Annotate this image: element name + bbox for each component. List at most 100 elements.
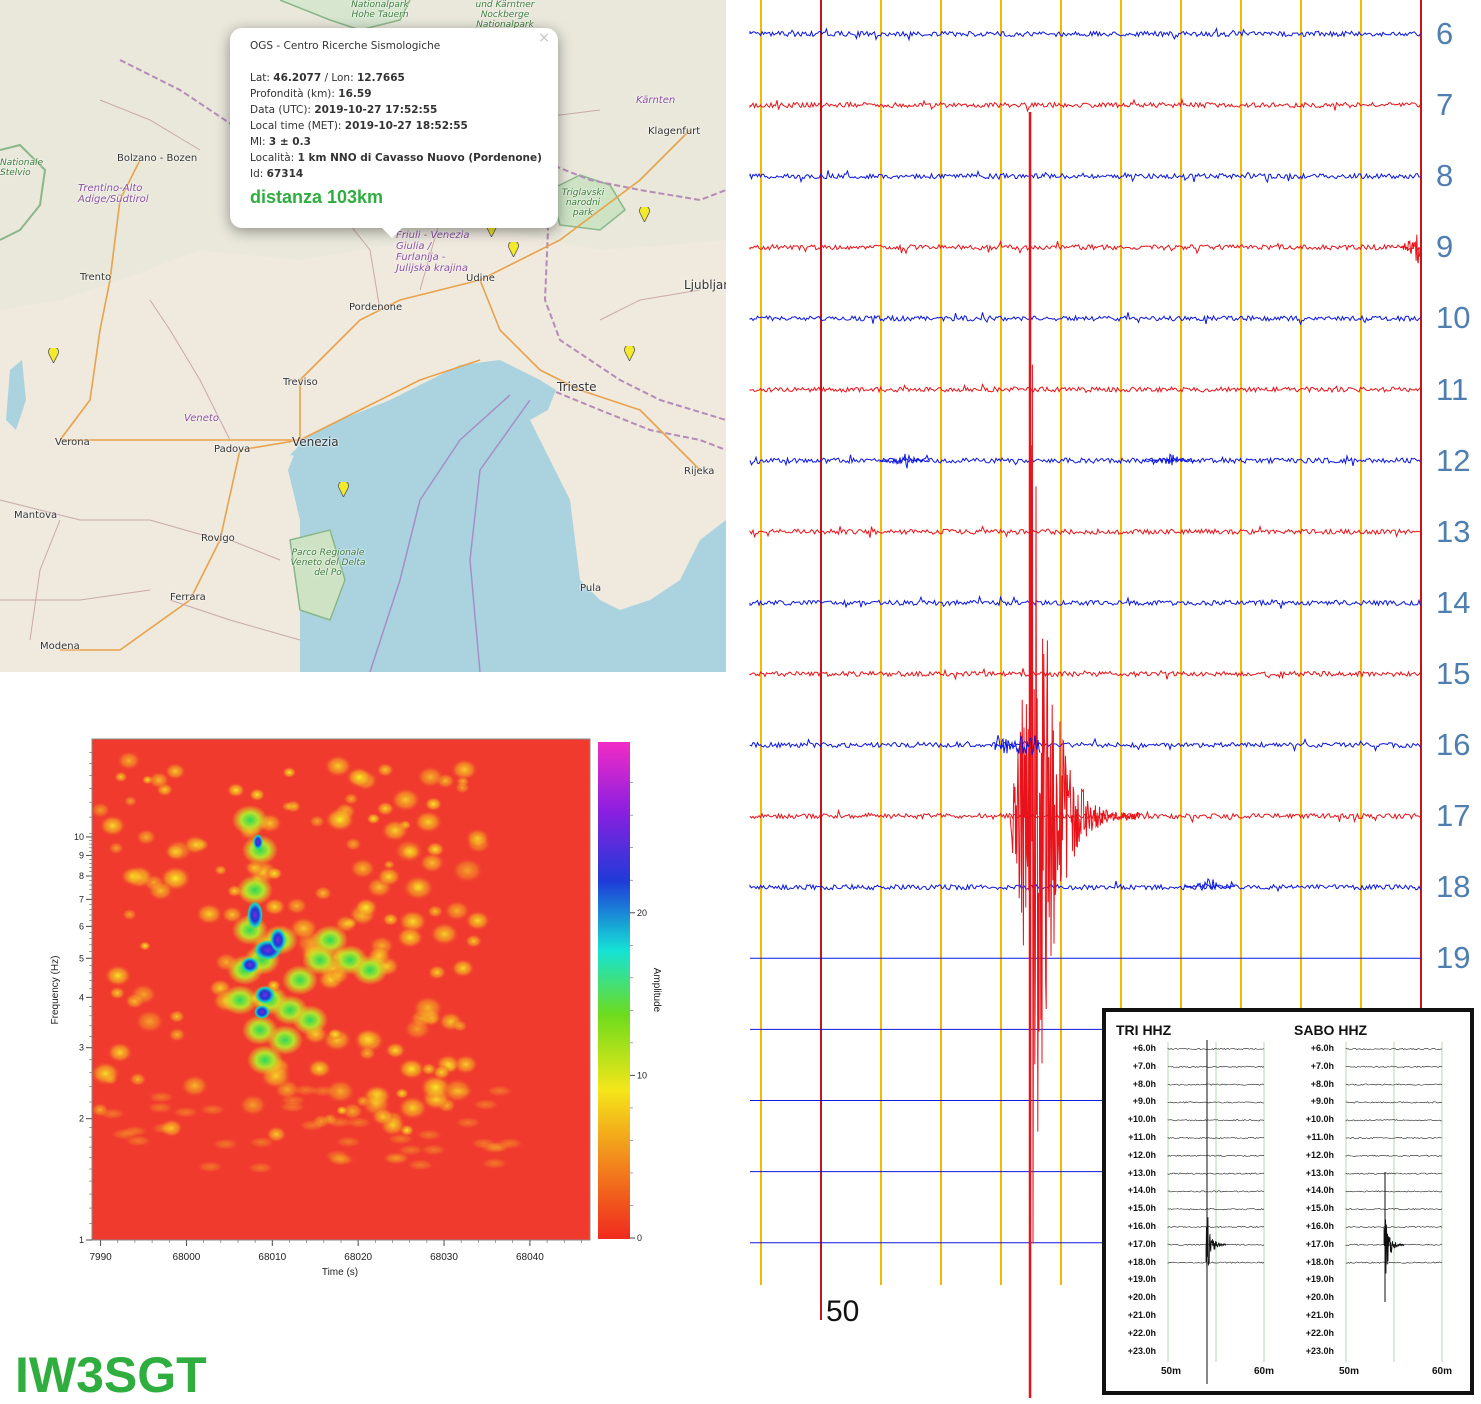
seismogram-trace xyxy=(749,808,1421,824)
map-city-label: Rovigo xyxy=(201,533,235,544)
spectrogram-energy-spot xyxy=(413,810,443,834)
seismogram-trace xyxy=(749,880,1421,893)
trace-hour-label: 10 xyxy=(1436,300,1471,336)
inset-trace xyxy=(1345,1243,1443,1246)
spectrogram-energy-spot xyxy=(386,1132,415,1145)
spectrogram-energy-spot xyxy=(380,819,410,842)
sea-border xyxy=(369,394,511,672)
spectrogram-peak-spot xyxy=(241,957,259,973)
spectrogram-energy-spot xyxy=(464,910,491,931)
spectrogram-energy-spot xyxy=(263,897,287,916)
inset-hour-label: +18.0h xyxy=(1305,1256,1334,1267)
spectrogram-energy-spot xyxy=(420,1062,437,1076)
inset-hour-label: +20.0h xyxy=(1127,1292,1156,1303)
colorbar-tick-label: 10 xyxy=(637,1070,647,1080)
spectrogram-energy-spot xyxy=(451,958,475,978)
spectrogram-peak-spot xyxy=(247,901,263,929)
border-croatia xyxy=(555,391,726,451)
map-panel[interactable]: Bolzano - Bozen Trento Verona Mantova Pa… xyxy=(0,0,726,672)
spectrogram-energy-spot xyxy=(450,758,478,781)
ml-label: Ml: xyxy=(250,136,266,148)
inset-trace xyxy=(1167,1261,1265,1264)
inset-earthquake-trace xyxy=(1383,1219,1405,1274)
spectrogram-energy-spot xyxy=(451,857,484,884)
earthquake-marker-icon[interactable] xyxy=(338,482,349,497)
inset-trace xyxy=(1345,1136,1443,1140)
inset-trace xyxy=(1167,1225,1265,1228)
inset-hour-label: +9.0h xyxy=(1310,1096,1334,1107)
inset-trace xyxy=(1345,1083,1443,1086)
y-tick-label: 10 xyxy=(74,832,84,842)
lake-garda xyxy=(6,360,26,430)
seismogram-trace xyxy=(749,524,1421,539)
inset-trace xyxy=(1345,1261,1443,1264)
seismogram-trace xyxy=(749,454,1421,467)
spectrogram-energy-spot xyxy=(396,1144,425,1157)
inset-hour-label: +13.0h xyxy=(1305,1167,1334,1178)
y-tick-label: 7 xyxy=(79,894,84,904)
inset-hour-label: +23.0h xyxy=(1127,1345,1156,1356)
spectrogram-peak-spot xyxy=(253,834,263,850)
colorbar-label: Amplitude xyxy=(651,968,662,1013)
id-value: 67314 xyxy=(266,168,304,180)
spectrogram-energy-spot xyxy=(344,1116,373,1129)
spectrogram-energy-spot xyxy=(195,903,223,925)
spectrogram-energy-spot xyxy=(343,792,359,805)
spectrogram-energy-spot xyxy=(168,1009,186,1024)
spectrogram-energy-spot xyxy=(106,1041,133,1063)
y-tick-label: 3 xyxy=(79,1043,84,1053)
spectrogram-energy-spot xyxy=(344,837,362,852)
tri-axis-label: 60m xyxy=(1254,1366,1275,1377)
seismogram-traces xyxy=(749,27,1421,1244)
spectrogram-energy-spot xyxy=(265,866,284,881)
local-label: Local time (MET): xyxy=(250,120,342,132)
earthquake-marker-icon[interactable] xyxy=(639,207,650,222)
popup-close-icon[interactable]: × xyxy=(538,30,550,46)
spectrogram-energy-spot xyxy=(326,1152,355,1165)
earthquake-marker-icon[interactable] xyxy=(508,242,519,257)
map-region-label: Veneto xyxy=(184,413,219,424)
map-city-label: Venezia xyxy=(292,435,339,449)
popup-depth: Profondità (km): 16.59 xyxy=(250,88,372,100)
depth-label: Profondità (km): xyxy=(250,88,335,100)
spectrogram-energy-spot xyxy=(198,1103,227,1116)
map-region-label: Kärnten xyxy=(636,95,676,106)
inset-hour-label: +9.0h xyxy=(1132,1096,1156,1107)
inset-hour-label: +20.0h xyxy=(1305,1292,1334,1303)
seismogram-trace xyxy=(749,240,1421,255)
popup-distance: distanza 103km xyxy=(250,187,384,207)
spectrogram-energy-spot xyxy=(383,859,396,870)
map-park-label: Nationalpark Hohe Tauern xyxy=(351,0,409,20)
spectrogram-energy-spot xyxy=(334,1135,363,1148)
inset-trace xyxy=(1167,1083,1265,1086)
popup-location: Località: 1 km NNO di Cavasso Nuovo (Por… xyxy=(250,152,542,164)
spectrogram-energy-spot xyxy=(376,762,395,778)
earthquake-marker-icon[interactable] xyxy=(624,346,635,361)
spectrogram-energy-spot xyxy=(226,782,246,798)
spectrogram-energy-spot xyxy=(183,834,208,855)
inset-trace xyxy=(1345,1119,1443,1122)
x-tick-label: 68020 xyxy=(344,1252,372,1263)
spectrogram-energy-spot xyxy=(406,1158,435,1171)
lat-value: 46.2077 xyxy=(273,72,322,84)
spectrogram-energy-spot xyxy=(242,835,278,865)
map-park-label: Parco Regionale Veneto del Delta del Po xyxy=(290,548,366,578)
spectrogram-energy-spot xyxy=(376,866,402,887)
spectrogram-energy-spot xyxy=(247,1045,283,1075)
spectrogram-peak-spot xyxy=(270,928,286,952)
adriatic-sea xyxy=(288,360,726,672)
trace-hour-label: 7 xyxy=(1436,87,1454,123)
inset-hour-label: +8.0h xyxy=(1310,1078,1334,1089)
spectrogram-energy-spot xyxy=(354,897,379,918)
seismogram-trace xyxy=(749,383,1421,394)
spectrogram-energy-spot xyxy=(396,926,425,949)
inset-trace xyxy=(1167,1208,1265,1211)
sabo-axis-label: 50m xyxy=(1339,1366,1360,1377)
spectrogram-energy-spot xyxy=(381,1153,410,1166)
earthquake-marker-icon[interactable] xyxy=(48,348,59,363)
spectrogram-energy-spot xyxy=(129,1072,147,1087)
spectrogram-energy-spot xyxy=(247,1136,276,1149)
spectrogram-energy-spot xyxy=(403,1017,432,1041)
map-city-label: Ferrara xyxy=(170,592,206,603)
map-city-label: Modena xyxy=(40,641,80,652)
